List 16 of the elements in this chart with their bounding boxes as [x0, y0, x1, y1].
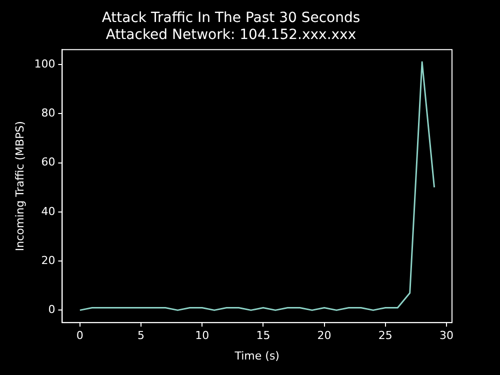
- x-tick-label: 20: [317, 329, 332, 342]
- y-axis-title: Incoming Traffic (MBPS): [13, 121, 26, 252]
- x-tick-label: 30: [440, 329, 454, 342]
- y-tick-label: 60: [41, 156, 56, 169]
- x-axis-title: Time (s): [234, 349, 280, 362]
- y-tick-label: 20: [41, 254, 56, 267]
- x-tick-label: 15: [256, 329, 270, 342]
- x-tick-label: 10: [195, 329, 210, 342]
- y-tick-label: 0: [48, 303, 56, 316]
- y-tick-label: 100: [34, 57, 56, 70]
- y-tick-label: 80: [41, 106, 56, 120]
- y-tick-label: 40: [41, 204, 56, 218]
- x-tick-label: 5: [138, 329, 145, 342]
- chart-title: Attack Traffic In The Past 30 Seconds Attacked Network: 104.152.xxx.xxx: [102, 10, 360, 43]
- x-tick-label: 0: [76, 329, 84, 342]
- x-tick-label: 25: [378, 329, 392, 342]
